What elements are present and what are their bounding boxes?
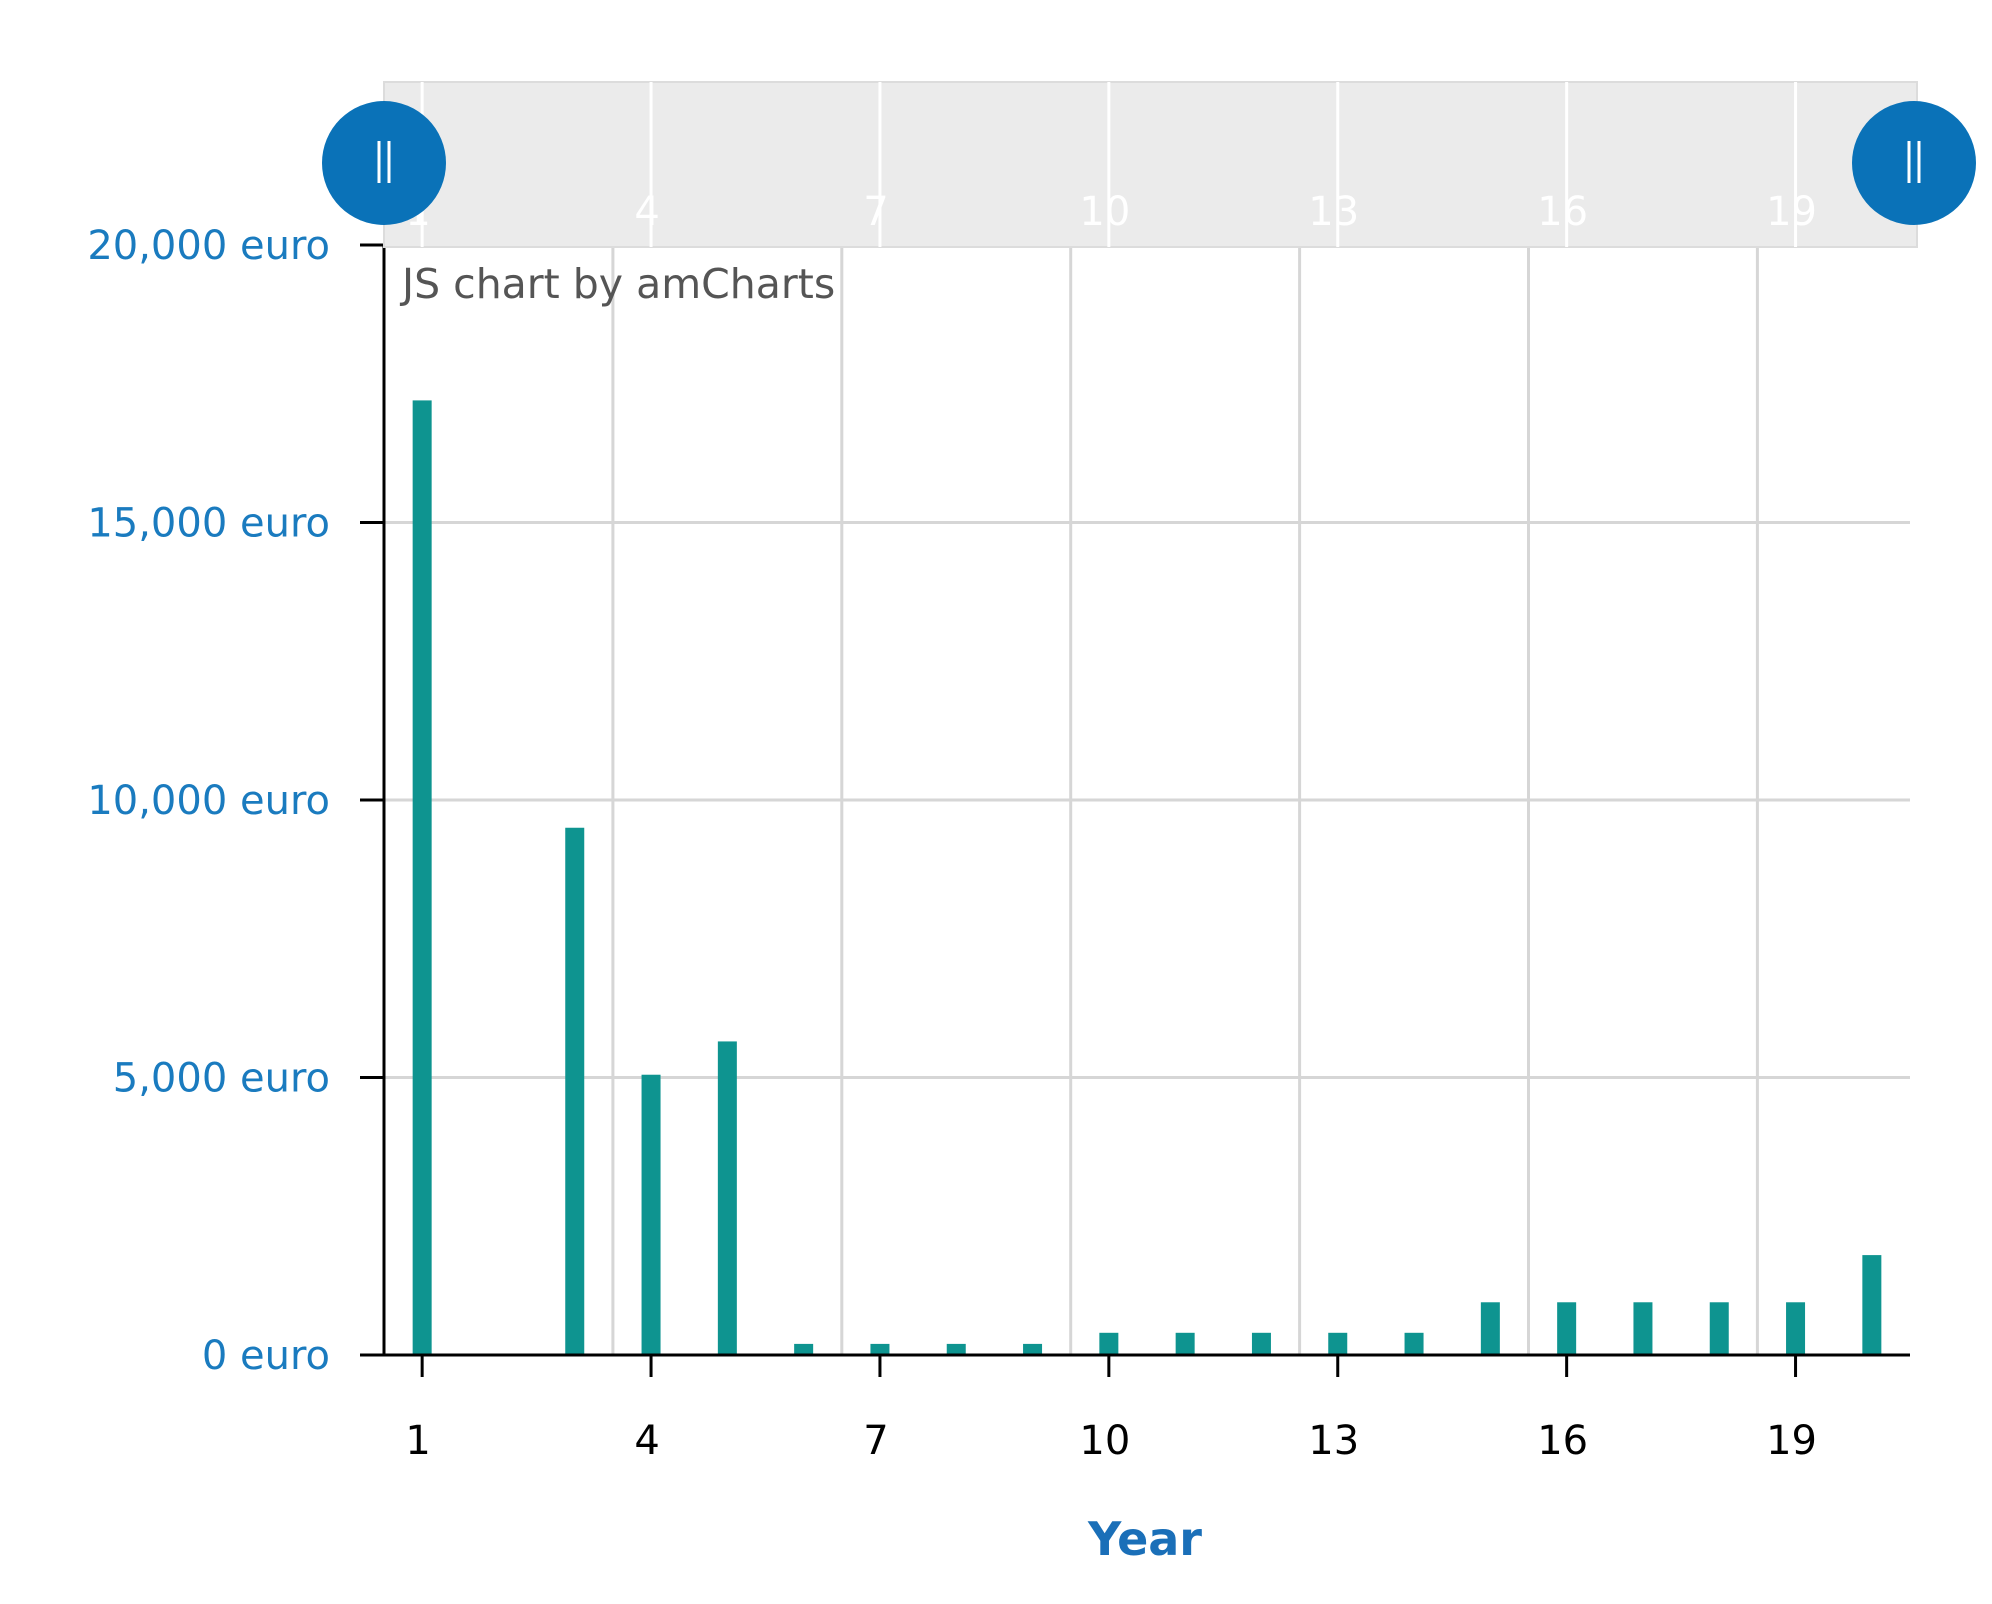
bar-year-11[interactable] — [1176, 1333, 1195, 1355]
bar-year-15[interactable] — [1481, 1302, 1500, 1355]
bar-year-13[interactable] — [1328, 1333, 1347, 1355]
bar-year-16[interactable] — [1557, 1302, 1576, 1355]
bar-year-20[interactable] — [1862, 1255, 1881, 1355]
bar-year-7[interactable] — [870, 1344, 889, 1355]
bar-year-6[interactable] — [794, 1344, 813, 1355]
scrollbar-tick-label: 7 — [863, 189, 888, 235]
bars-layer — [413, 400, 1882, 1355]
bar-year-18[interactable] — [1710, 1302, 1729, 1355]
scrollbar-tick-label: 13 — [1308, 189, 1359, 235]
labels-layer: 0 euro 5,000 euro 10,000 euro 15,000 euro 20… — [87, 223, 1817, 1464]
scrollbar-tick-label: 19 — [1766, 189, 1817, 235]
bar-year-10[interactable] — [1099, 1333, 1118, 1355]
x-axis-title: Year — [1087, 1512, 1202, 1566]
y-tick-label: 20,000 euro — [87, 223, 330, 269]
bar-year-4[interactable] — [642, 1075, 661, 1355]
scrollbar-tick-label: 10 — [1079, 189, 1130, 235]
y-tick-label: 0 euro — [202, 1333, 330, 1379]
scrollbar-tick-label: 16 — [1537, 189, 1588, 235]
x-tick-label: 16 — [1537, 1418, 1588, 1464]
x-tick-label: 1 — [405, 1418, 430, 1464]
bar-year-5[interactable] — [718, 1041, 737, 1355]
scrollbar-start-grip[interactable] — [322, 101, 446, 225]
x-tick-label: 7 — [863, 1418, 888, 1464]
x-tick-label: 4 — [634, 1418, 659, 1464]
y-tick-label: 15,000 euro — [87, 501, 330, 547]
bar-year-1[interactable] — [413, 400, 432, 1355]
bar-year-3[interactable] — [565, 828, 584, 1355]
bar-year-17[interactable] — [1633, 1302, 1652, 1355]
bar-year-8[interactable] — [947, 1344, 966, 1355]
bar-year-14[interactable] — [1405, 1333, 1424, 1355]
axes-layer — [360, 245, 1910, 1377]
y-tick-label: 10,000 euro — [87, 778, 330, 824]
scrollbar-end-grip[interactable] — [1852, 101, 1976, 225]
chart-credit[interactable]: JS chart by amCharts — [399, 260, 835, 308]
x-tick-label: 19 — [1766, 1418, 1817, 1464]
x-tick-label: 13 — [1308, 1418, 1359, 1464]
bar-year-19[interactable] — [1786, 1302, 1805, 1355]
bar-year-12[interactable] — [1252, 1333, 1271, 1355]
y-tick-label: 5,000 euro — [113, 1056, 330, 1102]
x-tick-label: 10 — [1079, 1418, 1130, 1464]
scrollbar-end-grip-circle[interactable] — [1852, 101, 1976, 225]
scrollbar-track[interactable] — [384, 82, 1917, 247]
scrollbar[interactable]: 14710131619 — [322, 82, 1976, 247]
grid-layer — [384, 245, 1910, 1355]
scrollbar-tick-label: 4 — [634, 189, 659, 235]
scrollbar-start-grip-circle[interactable] — [322, 101, 446, 225]
bar-year-9[interactable] — [1023, 1344, 1042, 1355]
